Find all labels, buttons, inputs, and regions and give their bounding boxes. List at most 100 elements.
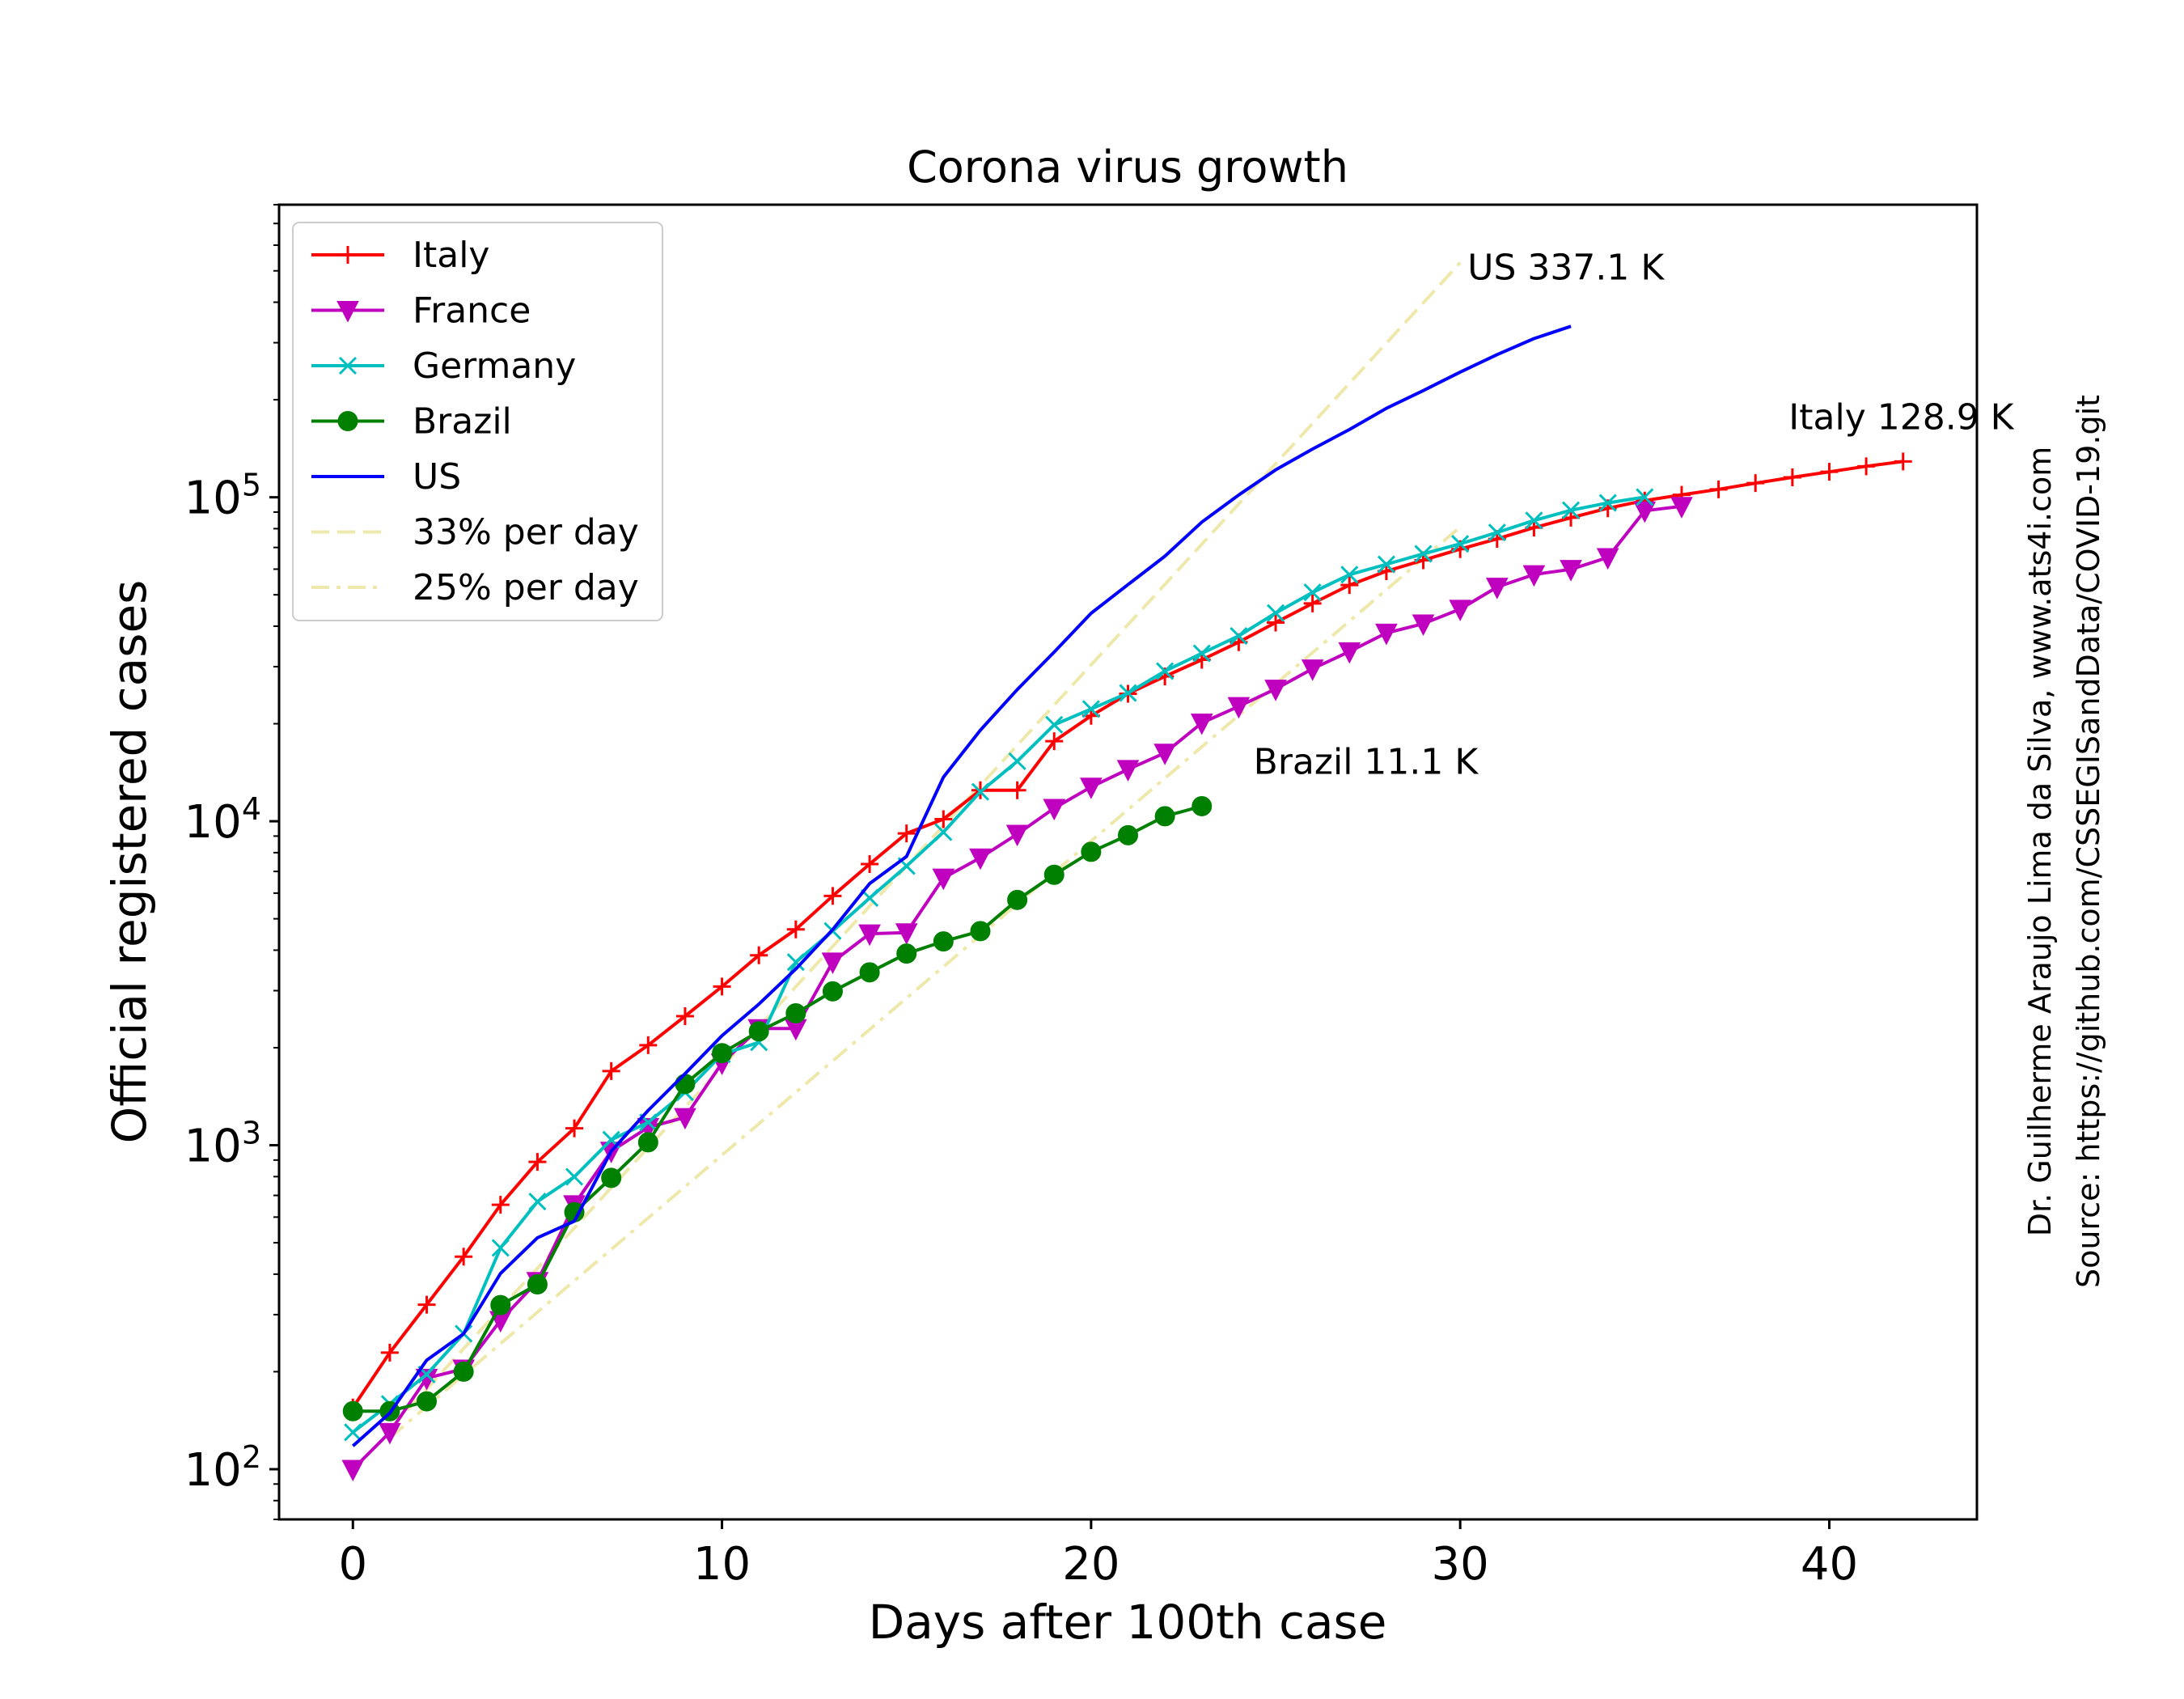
series-line [352, 495, 1645, 1434]
x-axis-label: Days after 100th case [869, 1595, 1387, 1650]
data-point [1230, 626, 1248, 646]
series-line [351, 324, 1572, 1447]
y-tick-label: 102 [184, 1439, 261, 1497]
data-point [1451, 535, 1470, 553]
data-point [897, 824, 916, 843]
data-point [858, 924, 881, 947]
data-point [1709, 480, 1728, 498]
data-point [1119, 684, 1137, 702]
y-axis-label: Official registered cases [102, 580, 157, 1144]
data-point [896, 943, 917, 964]
data-point [895, 923, 918, 945]
legend-label: 33% per day [413, 512, 639, 553]
data-point [675, 1074, 696, 1095]
legend-label: Germany [413, 345, 576, 387]
x-tick-label: 10 [693, 1538, 751, 1591]
data-point [1303, 594, 1322, 612]
credit-author: Dr. Guilherme Araujo Lima da Silva, www.… [2022, 447, 2058, 1237]
data-point [971, 782, 990, 801]
axis-ticks: 0 10 20 30 40 102 103 104 105 [184, 204, 1858, 1591]
legend-label: France [413, 290, 531, 332]
series-germany [344, 488, 1654, 1442]
series-line [388, 525, 1462, 1439]
data-point [1449, 600, 1471, 621]
series-33-per-day [388, 261, 1462, 1430]
data-point [1081, 700, 1100, 718]
data-point [1340, 566, 1359, 584]
x-tick-label: 0 [338, 1538, 367, 1591]
data-point [1008, 752, 1026, 770]
data-point [1267, 613, 1285, 632]
data-point [455, 1248, 473, 1266]
x-tick-label: 30 [1432, 1538, 1489, 1591]
data-point [822, 981, 843, 1002]
legend: Italy France Germany Brazil US 33% per day 25%… [292, 222, 663, 621]
annotation-label: US 337.1 K [1467, 247, 1665, 288]
data-point [1227, 697, 1251, 719]
y-tick-label: 104 [184, 791, 261, 849]
data-point [1043, 864, 1064, 885]
data-point [1636, 488, 1654, 506]
data-point [417, 1391, 438, 1412]
data-point [970, 921, 991, 942]
data-point [1746, 474, 1765, 493]
data-point [823, 887, 842, 905]
data-point [379, 1422, 401, 1445]
data-point [380, 1343, 399, 1362]
credits: Dr. Guilherme Araujo Lima da Silva, www.… [2022, 395, 2106, 1288]
annotation-label: Brazil 11.1 K [1254, 742, 1479, 783]
data-point [861, 855, 879, 874]
data-point [342, 1400, 363, 1421]
data-point [453, 1361, 474, 1382]
data-point [344, 1423, 362, 1442]
data-point [491, 1239, 510, 1257]
annotations: US 337.1 K Italy 128.9 K Brazil 11.1 K [1254, 247, 2015, 782]
data-point [637, 1132, 658, 1153]
data-point [934, 810, 953, 828]
data-point [786, 920, 805, 938]
data-point [675, 1007, 694, 1026]
data-point [1045, 715, 1064, 734]
data-point [859, 962, 880, 983]
data-point [1412, 614, 1435, 637]
data-point [1375, 623, 1398, 646]
data-point [1043, 799, 1066, 821]
x-tick-label: 20 [1062, 1538, 1120, 1591]
data-point [1414, 544, 1433, 563]
series-layer [341, 261, 1912, 1482]
data-point [639, 1036, 658, 1054]
data-point [528, 1193, 547, 1211]
data-point [565, 1119, 584, 1138]
data-point [712, 1043, 733, 1064]
data-point [1118, 824, 1138, 845]
data-point [1156, 662, 1175, 680]
data-point [1857, 457, 1876, 476]
data-point [1485, 578, 1509, 600]
data-point [1894, 452, 1912, 471]
legend-label: Italy [413, 235, 489, 276]
data-point [1522, 565, 1546, 587]
data-point [565, 1167, 584, 1186]
data-point [491, 1196, 510, 1214]
data-point [674, 1108, 696, 1130]
data-point [1338, 642, 1361, 664]
series-25-per-day [388, 525, 1462, 1439]
data-point [932, 868, 955, 891]
data-point [341, 1460, 365, 1482]
legend-label: 25% per day [413, 567, 639, 608]
series-line [388, 261, 1462, 1430]
data-point [1190, 713, 1213, 735]
data-point [527, 1273, 548, 1294]
series-brazil [342, 795, 1213, 1421]
legend-box [292, 222, 663, 621]
data-point [785, 1002, 806, 1023]
data-point [1116, 760, 1140, 782]
data-point [934, 823, 953, 841]
data-point [338, 356, 358, 375]
data-point [1633, 501, 1657, 523]
y-tick-label: 103 [184, 1116, 261, 1173]
data-point [1301, 659, 1324, 681]
data-point [1045, 732, 1064, 751]
data-point [601, 1167, 622, 1188]
data-point [1596, 548, 1619, 570]
